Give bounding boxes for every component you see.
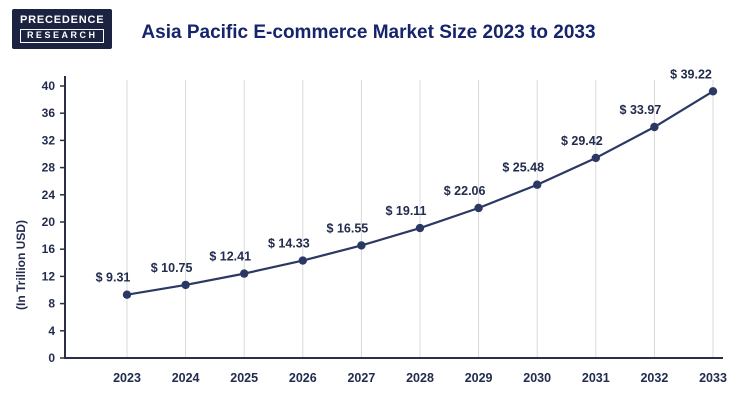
x-tick-label: 2029 xyxy=(465,371,493,385)
chart-title: Asia Pacific E-commerce Market Size 2023… xyxy=(141,22,596,43)
x-tick-label: 2026 xyxy=(289,371,317,385)
data-point xyxy=(122,290,132,299)
y-tick-label: 32 xyxy=(42,133,56,147)
value-label: $ 14.33 xyxy=(268,237,310,251)
x-tick-label: 2025 xyxy=(230,371,258,385)
value-label: $ 9.31 xyxy=(96,271,131,285)
x-tick-label: 2027 xyxy=(347,371,375,385)
data-point xyxy=(415,223,425,233)
data-point xyxy=(650,122,659,132)
y-tick-label: 40 xyxy=(42,79,56,93)
data-point xyxy=(181,280,190,290)
x-tick-label: 2028 xyxy=(406,371,434,385)
x-tick-label: 2023 xyxy=(113,371,141,385)
logo-line2: RESEARCH xyxy=(20,29,105,43)
y-tick-label: 0 xyxy=(48,351,55,365)
y-tick-label: 16 xyxy=(42,242,56,256)
value-label: $ 16.55 xyxy=(327,221,369,235)
y-tick-label: 24 xyxy=(42,188,56,202)
x-tick-label: 2031 xyxy=(582,371,610,385)
data-point xyxy=(591,153,600,163)
y-tick-label: 4 xyxy=(48,324,55,338)
value-label: $ 39.22 xyxy=(670,67,712,81)
value-label: $ 29.42 xyxy=(561,134,603,148)
data-point xyxy=(357,241,366,250)
data-point xyxy=(240,269,249,278)
x-tick-label: 2033 xyxy=(699,371,727,385)
x-tick-label: 2032 xyxy=(640,371,668,385)
value-label: $ 25.48 xyxy=(502,161,544,175)
y-tick-label: 20 xyxy=(42,215,56,229)
logo-line1: PRECEDENCE xyxy=(20,14,105,26)
precedence-research-logo: PRECEDENCE RESEARCH xyxy=(12,9,113,49)
data-point xyxy=(298,256,307,265)
value-label: $ 22.06 xyxy=(444,184,486,198)
y-tick-label: 36 xyxy=(42,106,56,120)
y-tick-label: 28 xyxy=(42,161,56,175)
data-point xyxy=(474,203,483,213)
value-label: $ 12.41 xyxy=(209,250,251,264)
x-tick-label: 2030 xyxy=(523,371,551,385)
data-point xyxy=(708,87,718,96)
y-tick-label: 8 xyxy=(48,297,55,311)
value-label: $ 33.97 xyxy=(620,103,662,117)
data-point xyxy=(533,180,542,189)
value-label: $ 10.75 xyxy=(151,261,193,275)
x-tick-label: 2024 xyxy=(172,371,200,385)
value-label: $ 19.11 xyxy=(385,204,426,218)
y-tick-label: 12 xyxy=(42,269,56,283)
